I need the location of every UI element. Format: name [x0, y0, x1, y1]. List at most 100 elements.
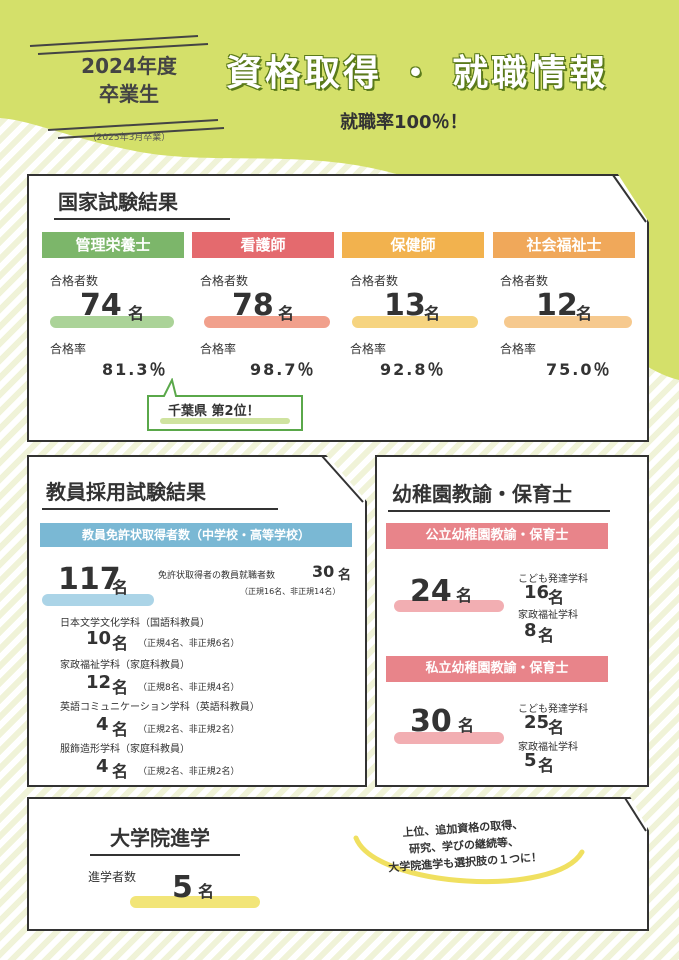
public-dept2-count: 8	[524, 620, 537, 641]
pass-rate: 92.8％	[380, 360, 446, 379]
private-unit: 名	[458, 716, 475, 735]
graduate-title: 大学院進学	[110, 826, 210, 850]
dept-count: 12	[86, 672, 112, 693]
graduate-count: 5	[172, 870, 193, 905]
public-total: 24	[410, 574, 452, 609]
title-underline	[388, 510, 610, 512]
brush-swash	[50, 316, 174, 328]
private-dept1-unit: 名	[548, 718, 565, 737]
callout-bubble	[147, 378, 303, 431]
employment-rate: 就職率100％！	[340, 112, 468, 133]
public-dept2-unit: 名	[538, 626, 555, 645]
title-underline	[90, 854, 240, 856]
brush-swash	[352, 316, 478, 328]
category-social-worker: 社会福祉士	[493, 232, 635, 258]
rate-label: 合格率	[50, 342, 87, 356]
teacher-exam-section	[27, 455, 367, 787]
dept-unit: 名	[112, 720, 129, 739]
title-underline	[54, 218, 230, 220]
pass-rate: 75.0％	[546, 360, 612, 379]
dept-count: 10	[86, 628, 112, 649]
brush-swash	[130, 896, 260, 908]
passers-unit: 名	[278, 304, 295, 323]
public-band: 公立幼稚園教諭・保育士	[386, 523, 608, 549]
private-dept2-name: 家政福祉学科	[518, 742, 578, 753]
dept-name: 家政福祉学科（家庭科教員）	[60, 660, 190, 671]
pass-rate: 98.7％	[250, 360, 316, 379]
section-corner	[624, 797, 647, 832]
graduate-label: 進学者数	[88, 870, 137, 884]
brush-swash	[42, 594, 154, 606]
public-dept1-unit: 名	[548, 588, 565, 607]
rate-label: 合格率	[350, 342, 387, 356]
brush-swash	[394, 732, 504, 744]
passers-label: 合格者数	[350, 274, 399, 288]
private-band: 私立幼稚園教諭・保育士	[386, 656, 608, 682]
section-corner	[321, 455, 364, 503]
year-badge-lines	[29, 35, 225, 139]
private-dept1-count: 25	[524, 712, 550, 733]
dept-name: 英語コミュニケーション学科（英語科教員）	[60, 702, 260, 713]
dept-name: 日本文学文化学科（国語科教員）	[60, 618, 210, 629]
graduation-year: 2024年度 卒業生	[54, 54, 204, 106]
public-dept1-name: こども発達学科	[518, 574, 588, 585]
license-total: 117	[58, 562, 121, 597]
passers-label: 合格者数	[50, 274, 99, 288]
hired-count: 30	[312, 562, 335, 581]
license-band: 教員免許状取得者数（中学校・高等学校）	[40, 523, 352, 547]
page-title: 資格取得 ・ 就職情報	[226, 53, 609, 94]
passers-unit: 名	[128, 304, 145, 323]
passers-unit: 名	[424, 304, 441, 323]
section-corner	[612, 174, 647, 223]
category-nutritionist: 管理栄養士	[42, 232, 184, 258]
private-total: 30	[410, 704, 452, 739]
teacher-exam-title: 教員採用試験結果	[46, 480, 206, 504]
dept-note: （正規8名、非正規4名）	[138, 683, 240, 693]
private-dept1-name: こども発達学科	[518, 704, 588, 715]
hired-note: （正規16名、非正規14名）	[240, 587, 341, 596]
public-dept1-count: 16	[524, 582, 550, 603]
private-dept2-unit: 名	[538, 756, 555, 775]
category-public-health-nurse: 保健師	[342, 232, 484, 258]
dept-count: 4	[96, 714, 109, 735]
category-nurse: 看護師	[192, 232, 334, 258]
year-line2: 卒業生	[99, 82, 159, 106]
kindergarten-title: 幼稚園教諭・保育士	[392, 482, 572, 506]
pass-rate: 81.3％	[102, 360, 168, 379]
dept-unit: 名	[112, 678, 129, 697]
brush-swash	[504, 316, 632, 328]
rate-label: 合格率	[200, 342, 237, 356]
brush-swash	[204, 316, 330, 328]
dept-name: 服飾造形学科（家庭科教員）	[60, 744, 190, 755]
graduation-subtitle: （2025年3月卒業）	[87, 133, 171, 143]
dept-unit: 名	[112, 634, 129, 653]
passers-count: 12	[536, 288, 578, 323]
graduate-section	[27, 797, 649, 931]
passers-label: 合格者数	[500, 274, 549, 288]
ranking-callout: 千葉県 第2位！	[168, 404, 260, 419]
hired-unit: 名	[338, 568, 352, 583]
dept-count: 4	[96, 756, 109, 777]
rate-label: 合格率	[500, 342, 537, 356]
private-dept2-count: 5	[524, 750, 537, 771]
year-line1: 2024年度	[81, 54, 177, 78]
national-exam-title: 国家試験結果	[58, 190, 178, 214]
license-unit: 名	[112, 578, 129, 597]
passers-count: 13	[384, 288, 426, 323]
passers-count: 74	[80, 288, 122, 323]
graduate-unit: 名	[198, 882, 215, 901]
passers-label: 合格者数	[200, 274, 249, 288]
brush-swash	[394, 600, 504, 612]
public-dept2-name: 家政福祉学科	[518, 610, 578, 621]
dept-note: （正規4名、非正規6名）	[138, 639, 240, 649]
hired-label: 免許状取得者の教員就職者数	[158, 571, 276, 581]
public-unit: 名	[456, 586, 473, 605]
dept-unit: 名	[112, 762, 129, 781]
speech-bubble	[353, 835, 585, 884]
dept-note: （正規2名、非正規2名）	[138, 725, 240, 735]
dept-note: （正規2名、非正規2名）	[138, 767, 240, 777]
title-underline	[42, 508, 278, 510]
passers-unit: 名	[576, 304, 593, 323]
passers-count: 78	[232, 288, 274, 323]
